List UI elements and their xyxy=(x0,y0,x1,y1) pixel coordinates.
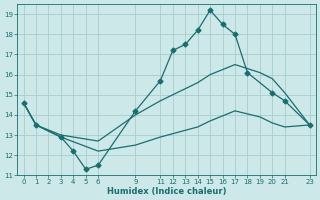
X-axis label: Humidex (Indice chaleur): Humidex (Indice chaleur) xyxy=(107,187,226,196)
